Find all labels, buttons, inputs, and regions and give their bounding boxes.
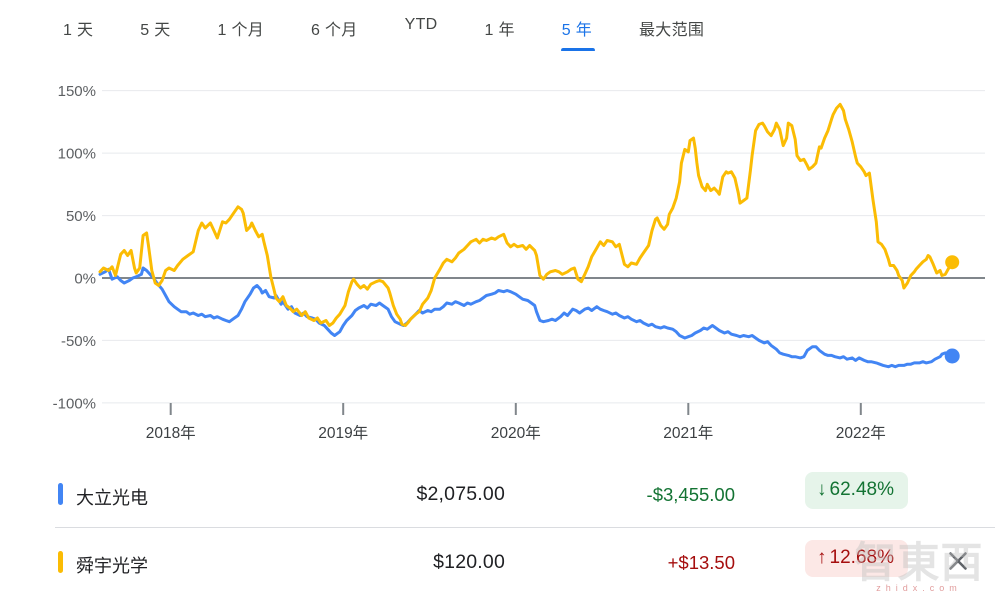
series-color-marker-blue xyxy=(58,483,63,505)
tab-1y[interactable]: 1 年 xyxy=(484,22,515,39)
tab-1d[interactable]: 1 天 xyxy=(63,22,94,39)
arrow-up-icon: ↑ xyxy=(817,547,827,568)
y-axis-tick-label: 100% xyxy=(58,146,96,163)
remove-comparison-button[interactable] xyxy=(941,544,975,578)
percent-change-badge: ↓ 62.48% xyxy=(805,472,908,509)
stock-change-value: +$13.50 xyxy=(667,552,735,573)
x-axis-tick-label: 2021年 xyxy=(663,424,713,442)
time-range-tabs: 1 天 5 天 1 个月 6 个月 YTD 1 年 5 年 最大范围 xyxy=(63,16,705,51)
series-line-dali-blue xyxy=(98,266,954,369)
x-axis-tick-label: 2020年 xyxy=(491,424,541,442)
stock-change-value: -$3,455.00 xyxy=(646,484,735,505)
y-axis-tick-label: 0% xyxy=(74,271,96,288)
tab-5y-label: 5 年 xyxy=(561,22,592,39)
percent-change-value: 12.68% xyxy=(829,547,894,568)
y-axis-tick-label: 150% xyxy=(58,83,96,100)
close-icon xyxy=(949,552,967,570)
row-divider xyxy=(55,527,995,528)
compare-row-sunny: 舜宇光学 $120.00 +$13.50 ↑ 12.68% xyxy=(0,528,1000,595)
stock-name: 舜宇光学 xyxy=(76,556,148,576)
y-axis-tick-label: 50% xyxy=(66,208,96,225)
y-axis-tick-label: -100% xyxy=(53,395,96,412)
percent-change-value: 62.48% xyxy=(829,479,894,500)
percent-change-badge: ↑ 12.68% xyxy=(805,540,908,577)
x-axis-tick-label: 2019年 xyxy=(318,424,368,442)
arrow-down-icon: ↓ xyxy=(817,479,827,500)
stock-price: $120.00 xyxy=(433,551,505,573)
tab-max[interactable]: 最大范围 xyxy=(639,22,705,39)
active-tab-underline xyxy=(560,48,595,51)
tab-ytd[interactable]: YTD xyxy=(404,16,438,33)
series-color-marker-yellow xyxy=(58,551,63,573)
stock-name: 大立光电 xyxy=(76,488,148,508)
tab-5y[interactable]: 5 年 xyxy=(560,16,595,51)
x-axis-tick-label: 2022年 xyxy=(836,424,886,442)
compare-row-dali: 大立光电 $2,075.00 -$3,455.00 ↓ 62.48% xyxy=(0,460,1000,527)
y-axis-tick-label: -50% xyxy=(61,333,96,350)
series-end-dot-dali xyxy=(944,348,960,364)
tab-6m[interactable]: 6 个月 xyxy=(311,22,358,39)
chart-grid: 150% 100% 50% 0% -50% -100% 2018年 2019年 2020年 202… xyxy=(53,83,985,442)
price-chart[interactable]: 150% 100% 50% 0% -50% -100% 2018年 2019年 2020年 202… xyxy=(0,0,1000,455)
series-end-dot-sunny xyxy=(945,255,960,270)
stock-price: $2,075.00 xyxy=(416,483,505,505)
tab-5d[interactable]: 5 天 xyxy=(140,22,171,39)
x-axis-tick-label: 2018年 xyxy=(146,424,196,442)
tab-1m[interactable]: 1 个月 xyxy=(217,22,265,39)
series-line-sunny-yellow xyxy=(98,102,954,327)
